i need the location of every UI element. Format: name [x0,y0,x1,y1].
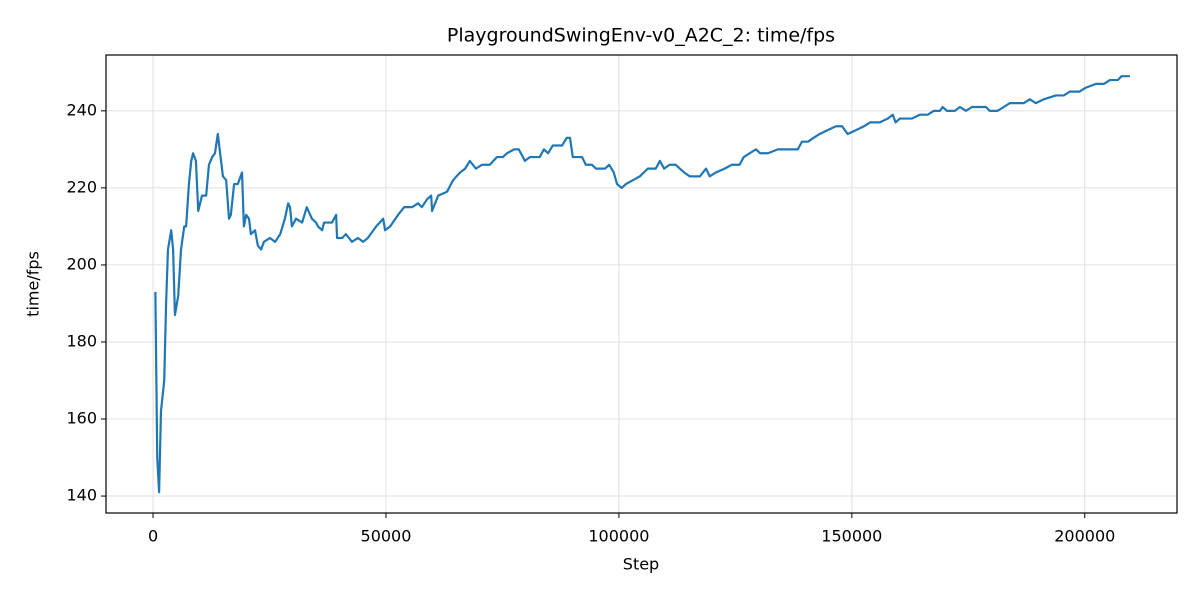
x-tick-label: 0 [148,527,158,546]
y-tick-label: 180 [66,331,97,350]
axes-frame [105,54,1178,514]
y-axis-label: time/fps [24,251,43,317]
chart-title: PlaygroundSwingEnv-v0_A2C_2: time/fps [447,25,835,47]
x-tick-label: 150000 [821,527,882,546]
x-tick-label: 100000 [588,527,649,546]
x-tick-label: 50000 [361,527,412,546]
y-tick-label: 160 [66,409,97,428]
y-tick-label: 220 [66,177,97,196]
y-tick-label: 240 [66,100,97,119]
x-axis-label: Step [623,555,659,574]
x-tick-label: 200000 [1054,527,1115,546]
y-tick-label: 200 [66,254,97,273]
grid [106,55,1177,513]
plot-area [154,75,1130,494]
y-tick-label: 140 [66,486,97,505]
data-line [154,75,1130,494]
